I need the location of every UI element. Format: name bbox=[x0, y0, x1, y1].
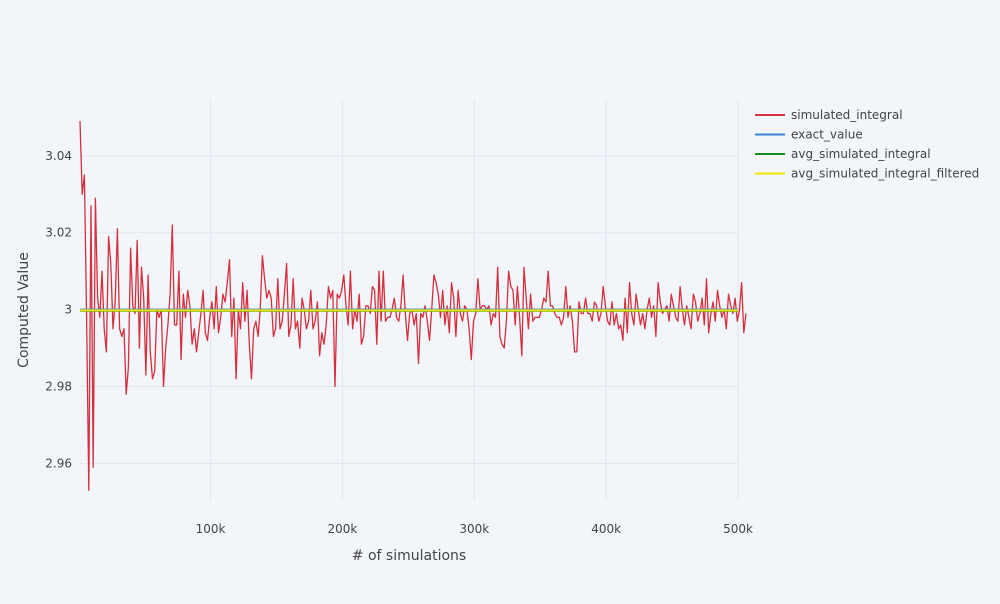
x-axis-title: # of simulations bbox=[352, 548, 466, 564]
x-tick-label: 200k bbox=[327, 522, 357, 536]
tick-labels: 100k 200k 300k 400k 500k 2.96 2.98 3 3.02 3.04 bbox=[45, 149, 753, 536]
legend-label: simulated_integral bbox=[791, 108, 903, 122]
legend-label: exact_value bbox=[791, 128, 863, 142]
grid bbox=[80, 100, 739, 500]
legend-label: avg_simulated_integral_filtered bbox=[791, 167, 979, 181]
series-layer bbox=[79, 121, 747, 492]
x-tick-label: 400k bbox=[591, 522, 621, 536]
x-tick-label: 100k bbox=[196, 522, 226, 536]
legend-label: avg_simulated_integral bbox=[791, 147, 931, 161]
y-tick-label: 3.02 bbox=[45, 226, 72, 240]
x-tick-label: 300k bbox=[459, 522, 489, 536]
y-axis-title: Computed Value bbox=[16, 252, 32, 368]
legend-item-avg-simulated-integral-filtered[interactable]: avg_simulated_integral_filtered bbox=[755, 167, 979, 181]
legend-item-exact-value[interactable]: exact_value bbox=[755, 128, 863, 142]
y-tick-label: 3.04 bbox=[45, 149, 72, 163]
legend[interactable]: simulated_integral exact_value avg_simulat… bbox=[755, 108, 979, 181]
y-tick-label: 2.96 bbox=[45, 456, 72, 470]
legend-item-simulated-integral[interactable]: simulated_integral bbox=[755, 108, 903, 122]
y-tick-label: 2.98 bbox=[45, 380, 72, 394]
x-tick-label: 500k bbox=[723, 522, 753, 536]
legend-item-avg-simulated-integral[interactable]: avg_simulated_integral bbox=[755, 147, 931, 161]
plot-area bbox=[80, 100, 738, 500]
y-tick-label: 3 bbox=[64, 303, 72, 317]
